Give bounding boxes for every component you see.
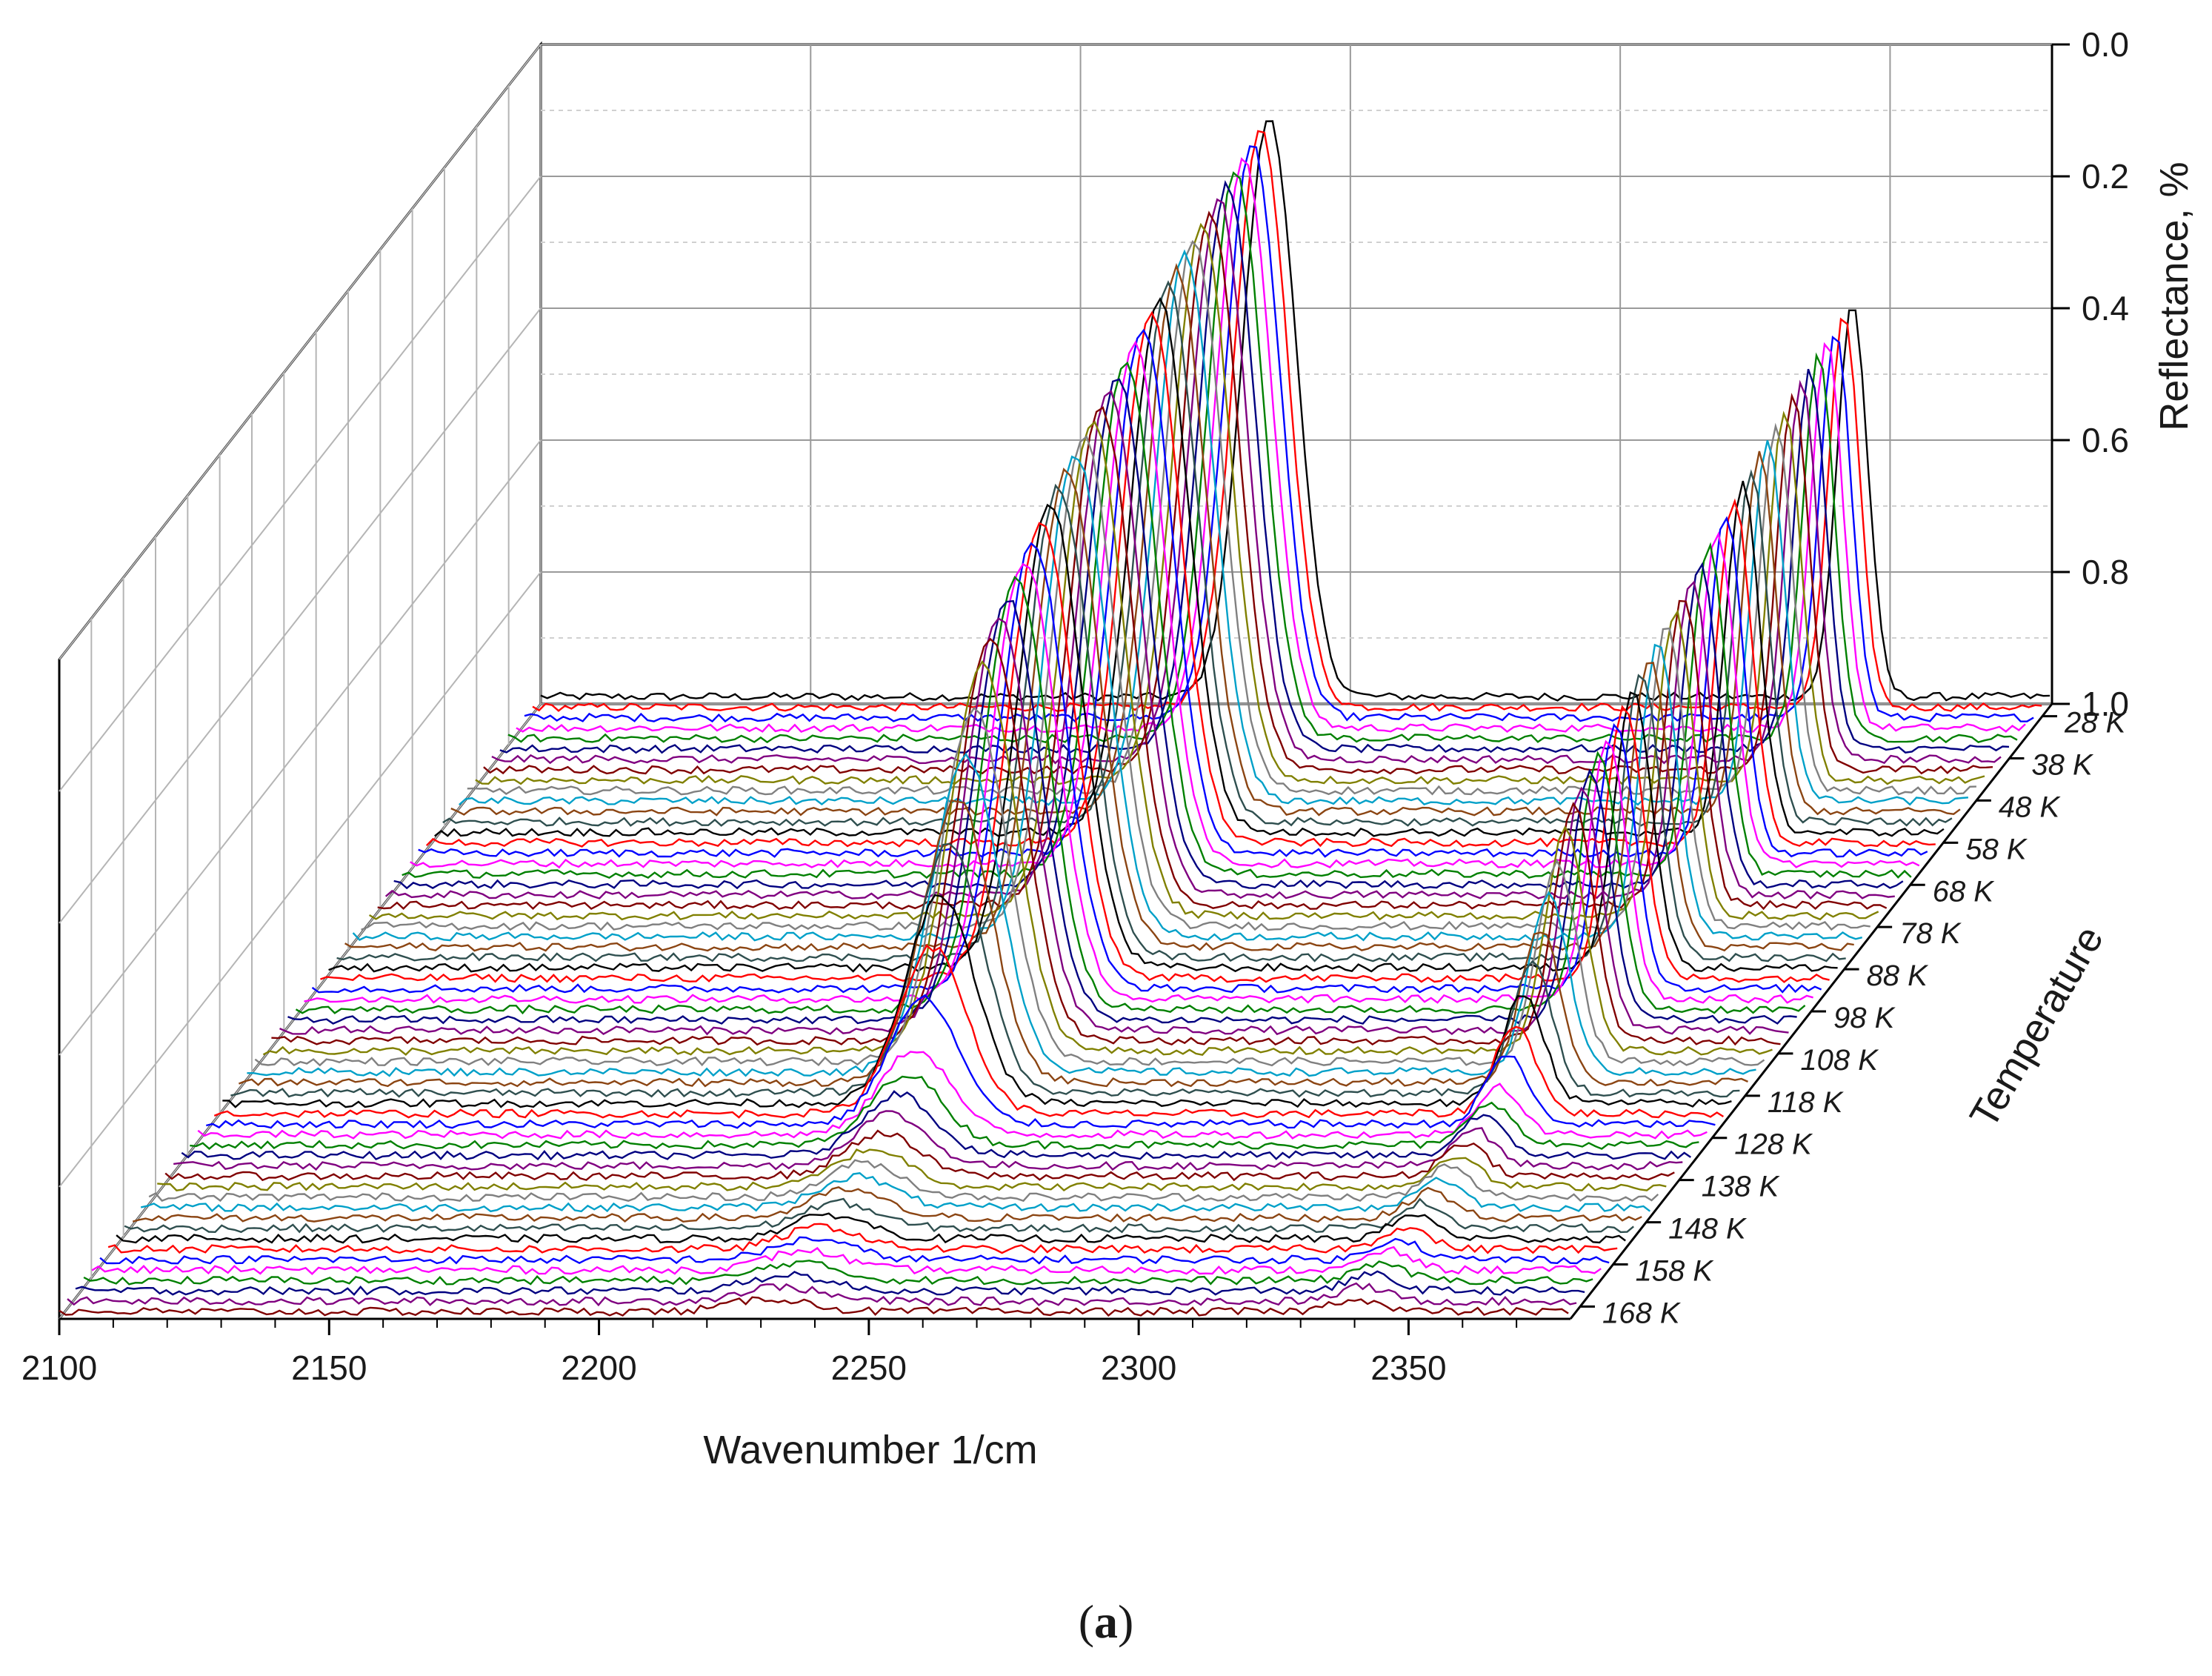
temperature-tick-label: 158 K xyxy=(1636,1254,1715,1287)
spectrum-line-39 xyxy=(230,842,1740,1098)
spectrum-line-44 xyxy=(190,1075,1699,1150)
x-tick-label: 2100 xyxy=(21,1349,97,1387)
spectrum-line-16 xyxy=(418,328,1928,858)
spectrum-line-1 xyxy=(540,120,2051,702)
spectrum-line-42 xyxy=(206,994,1716,1129)
spectrum-line-2 xyxy=(532,130,2042,712)
spectrum-line-30 xyxy=(304,562,1813,1004)
series-layer xyxy=(59,120,2051,1317)
temperature-tick-label: 48 K xyxy=(1999,791,2062,823)
spectrum-line-46 xyxy=(173,1110,1683,1171)
spectrum-line-56 xyxy=(91,1246,1602,1275)
temperature-tick-label: 138 K xyxy=(1702,1171,1781,1203)
spectrum-line-60 xyxy=(59,1296,1569,1317)
spectrum-line-55 xyxy=(99,1236,1610,1265)
spectrum-line-9 xyxy=(475,222,1985,785)
spectrum-line-23 xyxy=(361,435,1870,931)
z-tick-label: 0.6 xyxy=(2082,421,2129,459)
chart-grid xyxy=(59,44,2052,1320)
spectrum-line-58 xyxy=(75,1270,1585,1296)
panel-label-letter: a xyxy=(1094,1595,1118,1648)
temperature-tick-label: 88 K xyxy=(1867,960,1930,992)
panel-label-close: ) xyxy=(1118,1595,1133,1648)
temperature-tick-label: 98 K xyxy=(1833,1002,1896,1034)
left-grid-line xyxy=(59,439,542,1056)
spectrum-line-27 xyxy=(328,503,1838,973)
spectrum-line-41 xyxy=(213,944,1725,1119)
spectrum-line-59 xyxy=(67,1282,1577,1307)
spectrum-line-21 xyxy=(377,406,1888,911)
spectrum-line-15 xyxy=(425,310,1936,848)
temperature-tick-label: 38 K xyxy=(2031,749,2094,782)
temperature-tick-label: 148 K xyxy=(1668,1213,1748,1246)
spectrum-line-22 xyxy=(368,420,1879,921)
spectrum-line-53 xyxy=(116,1212,1626,1244)
z-tick-label: 1.0 xyxy=(2082,685,2129,723)
x-tick-label: 2150 xyxy=(291,1349,367,1387)
spectrum-line-14 xyxy=(434,296,1945,837)
panel-label: (a) xyxy=(1079,1595,1134,1648)
z-tick-label: 0.0 xyxy=(2082,25,2129,64)
temperature-tick-label: 108 K xyxy=(1800,1044,1879,1077)
left-grid-line xyxy=(59,176,542,792)
left-grid-line xyxy=(59,44,542,660)
spectrum-line-12 xyxy=(450,262,1961,817)
x-tick-label: 2200 xyxy=(561,1349,636,1387)
temperature-tick-label: 118 K xyxy=(1768,1086,1845,1119)
spectrum-line-31 xyxy=(295,575,1806,1015)
spectrum-line-24 xyxy=(352,455,1862,942)
panel-label-open: ( xyxy=(1079,1595,1094,1648)
chart-axes xyxy=(58,43,2070,1335)
left-grid-line xyxy=(59,307,542,924)
spectrum-line-48 xyxy=(157,1148,1667,1192)
spectrum-line-45 xyxy=(181,1090,1691,1161)
temperature-tick-label: 78 K xyxy=(1899,917,1962,950)
spectrum-line-57 xyxy=(83,1260,1593,1286)
spectrum-line-3 xyxy=(524,145,2034,723)
temperature-tick-label: 28 K xyxy=(2064,707,2128,739)
spectrum-line-51 xyxy=(132,1186,1642,1223)
spectrum-line-35 xyxy=(262,660,1773,1057)
temperature-tick-label: 128 K xyxy=(1734,1128,1813,1161)
spectrum-line-47 xyxy=(164,1129,1675,1182)
spectrum-line-10 xyxy=(467,239,1976,796)
spectrum-line-54 xyxy=(107,1223,1618,1254)
spectrum-line-52 xyxy=(124,1197,1634,1234)
temperature-tick-label: 68 K xyxy=(1933,875,1996,908)
z-tick-label: 0.4 xyxy=(2082,289,2129,327)
spectrum-line-28 xyxy=(320,522,1830,983)
x-tick-label: 2350 xyxy=(1370,1349,1446,1387)
z-axis-title: Reflectance, % xyxy=(2152,162,2196,430)
temperature-tick-label: 58 K xyxy=(1965,833,2028,865)
z-tick-label: 0.8 xyxy=(2082,553,2129,591)
spectrum-line-49 xyxy=(148,1159,1659,1203)
x-tick-label: 2300 xyxy=(1101,1349,1176,1387)
left-grid-line xyxy=(59,571,542,1188)
z-tick-label: 0.2 xyxy=(2082,157,2129,196)
left-wall xyxy=(58,41,542,1323)
spectrum-line-26 xyxy=(336,483,1846,962)
spectrum-line-33 xyxy=(279,617,1789,1036)
spectrum-line-34 xyxy=(271,637,1781,1046)
temperature-axis-title: Temperature xyxy=(1962,919,2113,1136)
x-axis-title: Wavenumber 1/cm xyxy=(703,1428,1037,1472)
spectrum-line-25 xyxy=(344,468,1854,952)
spectrum-line-37 xyxy=(247,752,1756,1077)
spectrum-line-4 xyxy=(516,157,2026,734)
spectrum-line-36 xyxy=(254,706,1765,1067)
chart-labels: 2100 2150 2200 2250 2300 2350 0.0 0.2 0.4 0.6 0.8 1… xyxy=(21,25,2129,1387)
spectrum-line-32 xyxy=(287,599,1797,1025)
spectrum-line-38 xyxy=(238,799,1748,1088)
spectrum-line-50 xyxy=(140,1172,1651,1213)
temperature-tick-label: 168 K xyxy=(1602,1297,1682,1329)
spectrum-line-6 xyxy=(499,179,2010,754)
x-tick-label: 2250 xyxy=(831,1349,907,1387)
